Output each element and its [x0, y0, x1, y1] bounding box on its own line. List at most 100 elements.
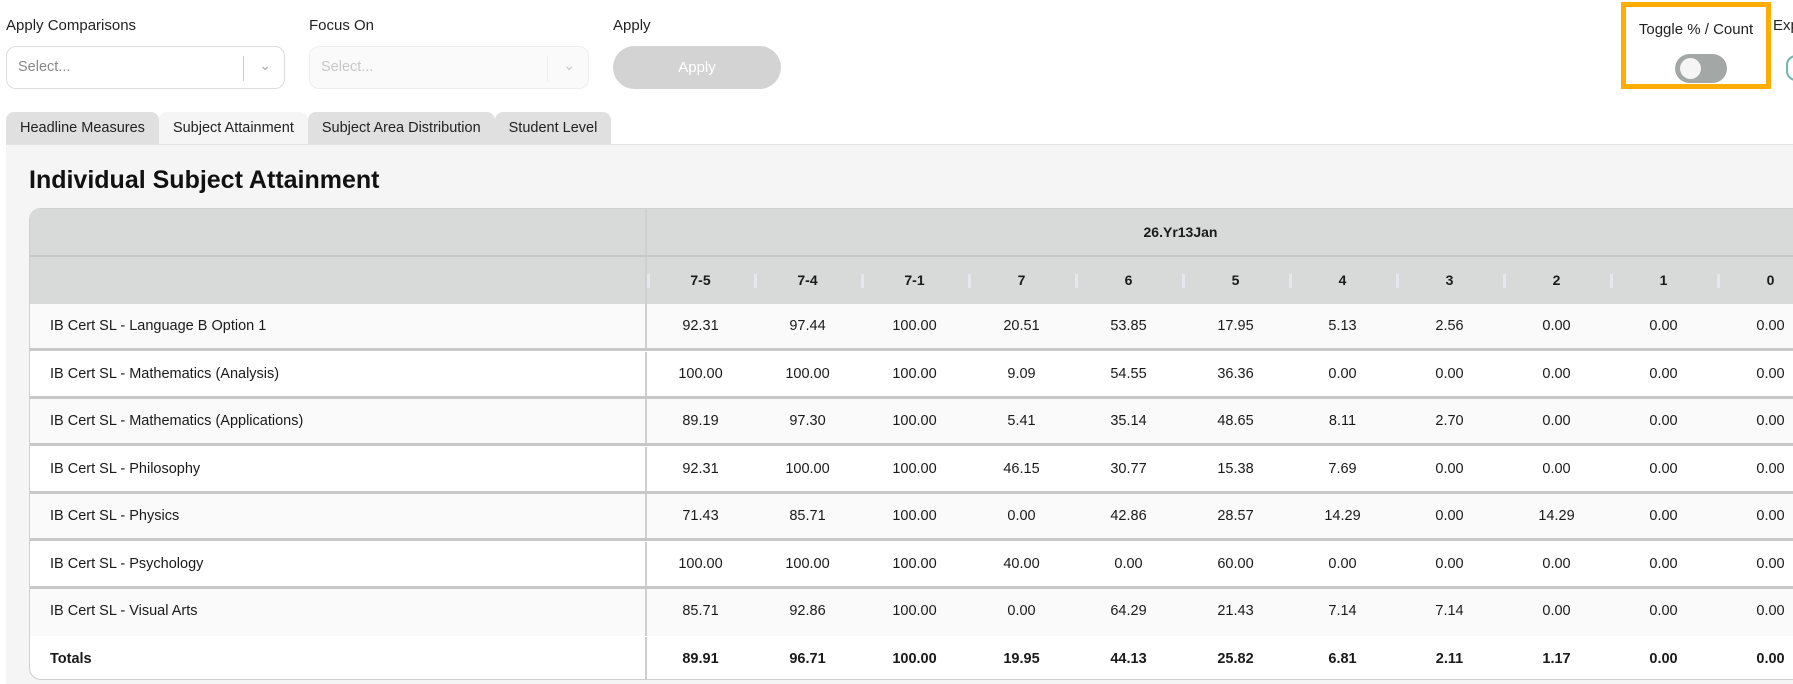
tab-subject-area-distribution[interactable]: Subject Area Distribution — [307, 112, 495, 144]
value-cell: 100.00 — [892, 508, 937, 524]
header-blank — [30, 257, 647, 304]
column-header[interactable]: 0 — [1717, 257, 1793, 304]
value-cell: 20.51 — [1003, 318, 1040, 334]
value-cell: 0.00 — [1542, 413, 1571, 429]
value-cell: 9.09 — [1007, 365, 1036, 382]
value-cell: 21.43 — [1217, 603, 1254, 619]
value-cell: 2.11 — [1435, 650, 1464, 667]
row-label: IB Cert SL - Visual Arts — [30, 589, 647, 636]
value-cell: 100.00 — [892, 413, 937, 429]
value-cell: 100.00 — [785, 365, 830, 382]
value-cell: 54.55 — [1110, 365, 1147, 382]
value-cell: 64.29 — [1110, 603, 1147, 619]
value-cell: 100.00 — [892, 603, 937, 619]
apply-button[interactable]: Apply — [613, 46, 781, 89]
value-cell: 7.69 — [1328, 460, 1357, 477]
column-header[interactable]: 2 — [1503, 257, 1610, 304]
value-cell: 0.00 — [1435, 365, 1464, 382]
toggle-knob — [1680, 58, 1701, 79]
divider — [547, 56, 548, 81]
value-cell: 0.00 — [1756, 365, 1785, 382]
value-cell: 100.00 — [785, 460, 830, 477]
apply-comparisons-select[interactable]: Select... ⌄ — [6, 46, 285, 89]
value-cell: 36.36 — [1217, 365, 1254, 382]
column-header[interactable]: 7-1 — [861, 257, 968, 304]
tab-bar: Headline Measures Subject Attainment Sub… — [6, 112, 612, 144]
value-cell: 40.00 — [1003, 555, 1040, 572]
tab-headline-measures[interactable]: Headline Measures — [6, 112, 159, 144]
value-cell: 17.95 — [1217, 318, 1254, 334]
value-cell: 6.81 — [1328, 650, 1357, 667]
toggle-highlight: Toggle % / Count — [1621, 2, 1771, 89]
export-label: Exp — [1773, 17, 1793, 34]
table-row: IB Cert SL - Visual Arts 85.71 92.86 100.00… — [30, 589, 1793, 636]
row-label: IB Cert SL - Mathematics (Analysis) — [30, 351, 647, 396]
value-cell: 0.00 — [1328, 365, 1357, 382]
chevron-down-icon[interactable]: ⌄ — [259, 57, 271, 73]
value-cell: 92.31 — [682, 318, 719, 334]
value-cell: 0.00 — [1542, 603, 1571, 619]
value-cell: 0.00 — [1649, 365, 1678, 382]
chevron-down-icon[interactable]: ⌄ — [563, 57, 575, 73]
value-cell: 100.00 — [892, 318, 937, 334]
divider — [243, 56, 244, 81]
value-cell: 97.44 — [789, 318, 826, 334]
export-toggle[interactable] — [1786, 55, 1793, 81]
value-cell: 0.00 — [1756, 508, 1785, 524]
value-cell: 7.14 — [1328, 603, 1357, 619]
value-cell: 0.00 — [1542, 555, 1571, 572]
tab-student-level[interactable]: Student Level — [494, 112, 612, 144]
value-cell: 100.00 — [892, 460, 937, 477]
value-cell: 0.00 — [1542, 318, 1571, 334]
column-header[interactable]: 1 — [1610, 257, 1717, 304]
value-cell: 0.00 — [1649, 413, 1678, 429]
apply-comparisons-label: Apply Comparisons — [6, 17, 137, 34]
value-cell: 44.13 — [1110, 650, 1147, 667]
table-row: IB Cert SL - Language B Option 1 92.31 97.… — [30, 304, 1793, 351]
value-cell: 28.57 — [1217, 508, 1254, 524]
value-cell: 0.00 — [1756, 413, 1785, 429]
value-cell: 14.29 — [1324, 508, 1361, 524]
column-header[interactable]: 6 — [1075, 257, 1182, 304]
value-cell: 0.00 — [1435, 555, 1464, 572]
value-cell: 0.00 — [1649, 460, 1678, 477]
value-cell: 30.77 — [1110, 460, 1147, 477]
tab-subject-attainment[interactable]: Subject Attainment — [158, 112, 308, 144]
value-cell: 42.86 — [1110, 508, 1147, 524]
value-cell: 0.00 — [1756, 460, 1785, 477]
select-placeholder: Select... — [18, 59, 71, 75]
focus-on-select[interactable]: Select... ⌄ — [309, 46, 589, 89]
value-cell: 0.00 — [1007, 603, 1036, 619]
value-cell: 100.00 — [892, 365, 937, 382]
value-cell: 97.30 — [789, 413, 826, 429]
value-cell: 53.85 — [1110, 318, 1147, 334]
value-cell: 0.00 — [1649, 555, 1678, 572]
header-blank — [30, 209, 647, 255]
value-cell: 14.29 — [1538, 508, 1575, 524]
table-row: IB Cert SL - Physics 71.43 85.71 100.00 0.00… — [30, 494, 1793, 541]
row-label: IB Cert SL - Mathematics (Applications) — [30, 399, 647, 443]
select-placeholder: Select... — [321, 59, 374, 75]
column-header[interactable]: 7 — [968, 257, 1075, 304]
value-cell: 7.14 — [1435, 603, 1464, 619]
value-cell: 0.00 — [1756, 555, 1785, 572]
value-cell: 0.00 — [1328, 555, 1357, 572]
table-column-header: 7-5 7-4 7-1 7 6 5 4 3 2 1 0 — [30, 257, 1793, 304]
value-cell: 35.14 — [1110, 413, 1147, 429]
value-cell: 0.00 — [1649, 650, 1678, 667]
column-header[interactable]: 7-4 — [754, 257, 861, 304]
column-header[interactable]: 3 — [1396, 257, 1503, 304]
value-cell: 0.00 — [1756, 603, 1785, 619]
value-cell: 0.00 — [1435, 460, 1464, 477]
value-cell: 85.71 — [682, 603, 719, 619]
percent-count-toggle[interactable] — [1675, 54, 1727, 83]
value-cell: 96.71 — [789, 650, 826, 667]
value-cell: 89.91 — [682, 650, 719, 667]
page-title: Individual Subject Attainment — [29, 166, 380, 194]
focus-on-label: Focus On — [309, 17, 375, 34]
column-header[interactable]: 5 — [1182, 257, 1289, 304]
value-cell: 71.43 — [682, 508, 719, 524]
value-cell: 100.00 — [678, 555, 723, 572]
column-header[interactable]: 7-5 — [647, 257, 754, 304]
column-header[interactable]: 4 — [1289, 257, 1396, 304]
